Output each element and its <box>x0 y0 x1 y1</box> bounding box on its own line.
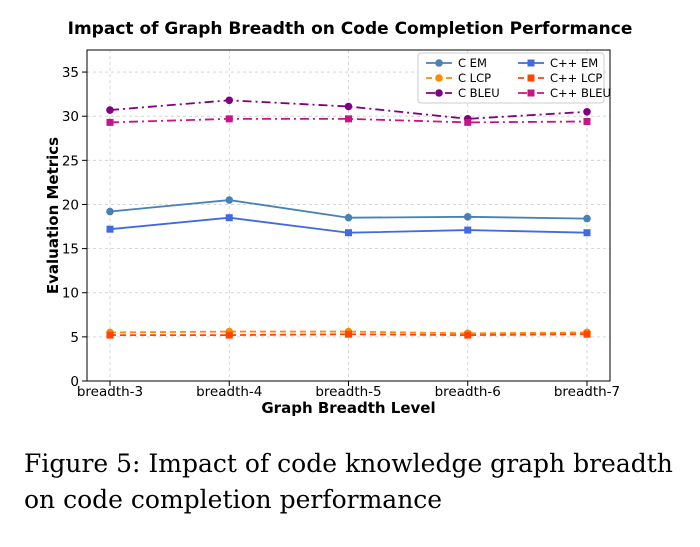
legend-item: C++ BLEU <box>518 86 611 100</box>
data-point <box>345 115 352 123</box>
y-axis-label: Evaluation Metrics <box>44 137 62 294</box>
legend-label: C BLEU <box>458 86 500 100</box>
data-point <box>583 107 591 116</box>
legend-marker <box>435 74 443 82</box>
series-layer <box>106 96 591 339</box>
legend-marker <box>527 59 535 67</box>
figure-caption: Figure 5: Impact of code knowledge graph… <box>24 449 673 514</box>
data-point <box>106 106 114 114</box>
legend-marker <box>527 74 535 82</box>
y-tick-label: 35 <box>62 65 79 81</box>
data-point <box>464 226 472 234</box>
data-point <box>344 213 353 222</box>
series-cpp-lcp <box>106 330 591 339</box>
data-point <box>106 118 114 126</box>
series-line <box>109 99 588 120</box>
data-point <box>225 196 234 204</box>
data-point <box>345 229 352 237</box>
legend-label: C++ BLEU <box>550 86 611 100</box>
data-point <box>345 330 352 338</box>
legend-label: C++ LCP <box>550 71 602 85</box>
data-point <box>344 102 353 111</box>
series-cpp-em <box>106 214 591 237</box>
x-tick-label: breadth-7 <box>554 384 620 400</box>
series-c-em <box>106 196 591 223</box>
data-point <box>225 96 234 105</box>
legend-item: C EM <box>426 56 487 70</box>
data-point <box>225 115 233 123</box>
y-tick-label: 15 <box>62 242 79 258</box>
legend-label: C EM <box>458 56 487 70</box>
line-chart: Impact of Graph Breadth on Code Completi… <box>44 19 633 417</box>
data-point <box>106 331 114 339</box>
legend-label: C++ EM <box>550 56 598 70</box>
legend: C EM C++ EM C LCP C++ LCP C BLEU C++ BLEU <box>417 52 611 104</box>
y-tick-label: 10 <box>62 286 79 302</box>
data-point <box>463 213 472 221</box>
x-tick-label: breadth-4 <box>196 384 262 400</box>
x-tick-label: breadth-3 <box>77 384 143 400</box>
data-point <box>464 331 472 339</box>
legend-item: C++ LCP <box>518 71 602 85</box>
y-tick-label: 30 <box>62 109 79 125</box>
x-tick-label: breadth-5 <box>315 384 381 400</box>
data-point <box>464 118 472 126</box>
y-tick-label: 20 <box>62 197 79 213</box>
legend-item: C BLEU <box>426 86 500 100</box>
data-point <box>106 207 114 216</box>
legend-box <box>417 52 605 104</box>
legend-marker <box>527 89 535 97</box>
series-line <box>109 117 588 124</box>
y-tick-label: 5 <box>70 330 79 346</box>
data-point <box>225 214 233 222</box>
y-tick-label: 25 <box>62 153 79 169</box>
legend-item: C++ EM <box>518 56 598 70</box>
data-point <box>106 225 114 233</box>
axis-ticks: 0 5 10 15 20 25 30 35 breadth-3 breadth-4 breadth-… <box>62 65 620 400</box>
legend-marker <box>435 59 443 67</box>
y-tick-label: 0 <box>70 374 79 390</box>
chart-title: Impact of Graph Breadth on Code Completi… <box>68 19 633 39</box>
data-point <box>583 117 591 125</box>
legend-item: C LCP <box>426 71 491 85</box>
series-cpp-bleu <box>106 115 591 126</box>
data-point <box>583 229 591 237</box>
data-point <box>583 330 591 338</box>
x-tick-label: breadth-6 <box>435 384 501 400</box>
legend-label: C LCP <box>458 71 491 85</box>
x-axis-label: Graph Breadth Level <box>261 399 435 417</box>
legend-marker <box>435 89 443 97</box>
data-point <box>225 331 233 339</box>
data-point <box>583 214 591 223</box>
